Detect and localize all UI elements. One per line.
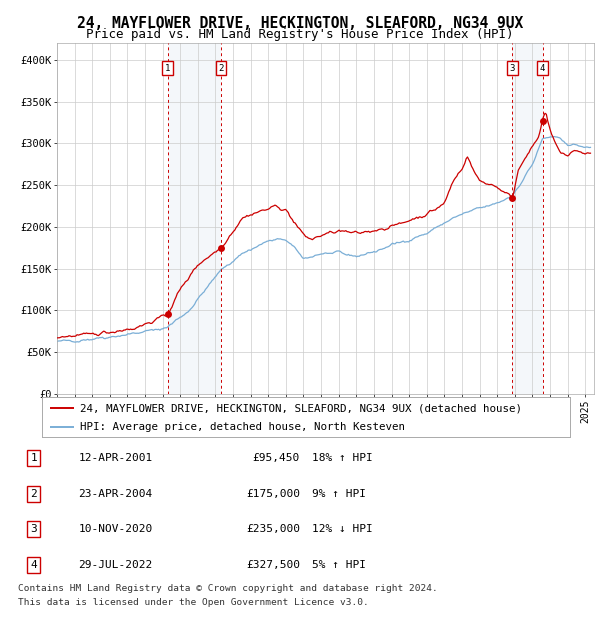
Text: 3: 3 [31,525,37,534]
Text: 1: 1 [31,453,37,463]
Text: 2: 2 [218,64,224,73]
Text: HPI: Average price, detached house, North Kesteven: HPI: Average price, detached house, Nort… [80,422,405,432]
Text: 4: 4 [31,560,37,570]
Text: 9% ↑ HPI: 9% ↑ HPI [311,489,365,498]
Text: 3: 3 [509,64,515,73]
Text: 24, MAYFLOWER DRIVE, HECKINGTON, SLEAFORD, NG34 9UX: 24, MAYFLOWER DRIVE, HECKINGTON, SLEAFOR… [77,16,523,30]
Text: £175,000: £175,000 [246,489,300,498]
Text: Price paid vs. HM Land Registry's House Price Index (HPI): Price paid vs. HM Land Registry's House … [86,28,514,41]
Text: 23-APR-2004: 23-APR-2004 [78,489,152,498]
Text: £235,000: £235,000 [246,525,300,534]
Text: 2: 2 [31,489,37,498]
Text: This data is licensed under the Open Government Licence v3.0.: This data is licensed under the Open Gov… [18,598,369,607]
Text: 24, MAYFLOWER DRIVE, HECKINGTON, SLEAFORD, NG34 9UX (detached house): 24, MAYFLOWER DRIVE, HECKINGTON, SLEAFOR… [80,403,522,413]
Text: 12-APR-2001: 12-APR-2001 [78,453,152,463]
Bar [512,43,542,394]
Text: 18% ↑ HPI: 18% ↑ HPI [311,453,372,463]
Text: Contains HM Land Registry data © Crown copyright and database right 2024.: Contains HM Land Registry data © Crown c… [18,584,438,593]
Text: 5% ↑ HPI: 5% ↑ HPI [311,560,365,570]
Text: 1: 1 [165,64,170,73]
Bar [167,43,221,394]
Text: 29-JUL-2022: 29-JUL-2022 [78,560,152,570]
Text: £327,500: £327,500 [246,560,300,570]
Text: £95,450: £95,450 [253,453,300,463]
Text: 10-NOV-2020: 10-NOV-2020 [78,525,152,534]
Text: 4: 4 [540,64,545,73]
Text: 12% ↓ HPI: 12% ↓ HPI [311,525,372,534]
